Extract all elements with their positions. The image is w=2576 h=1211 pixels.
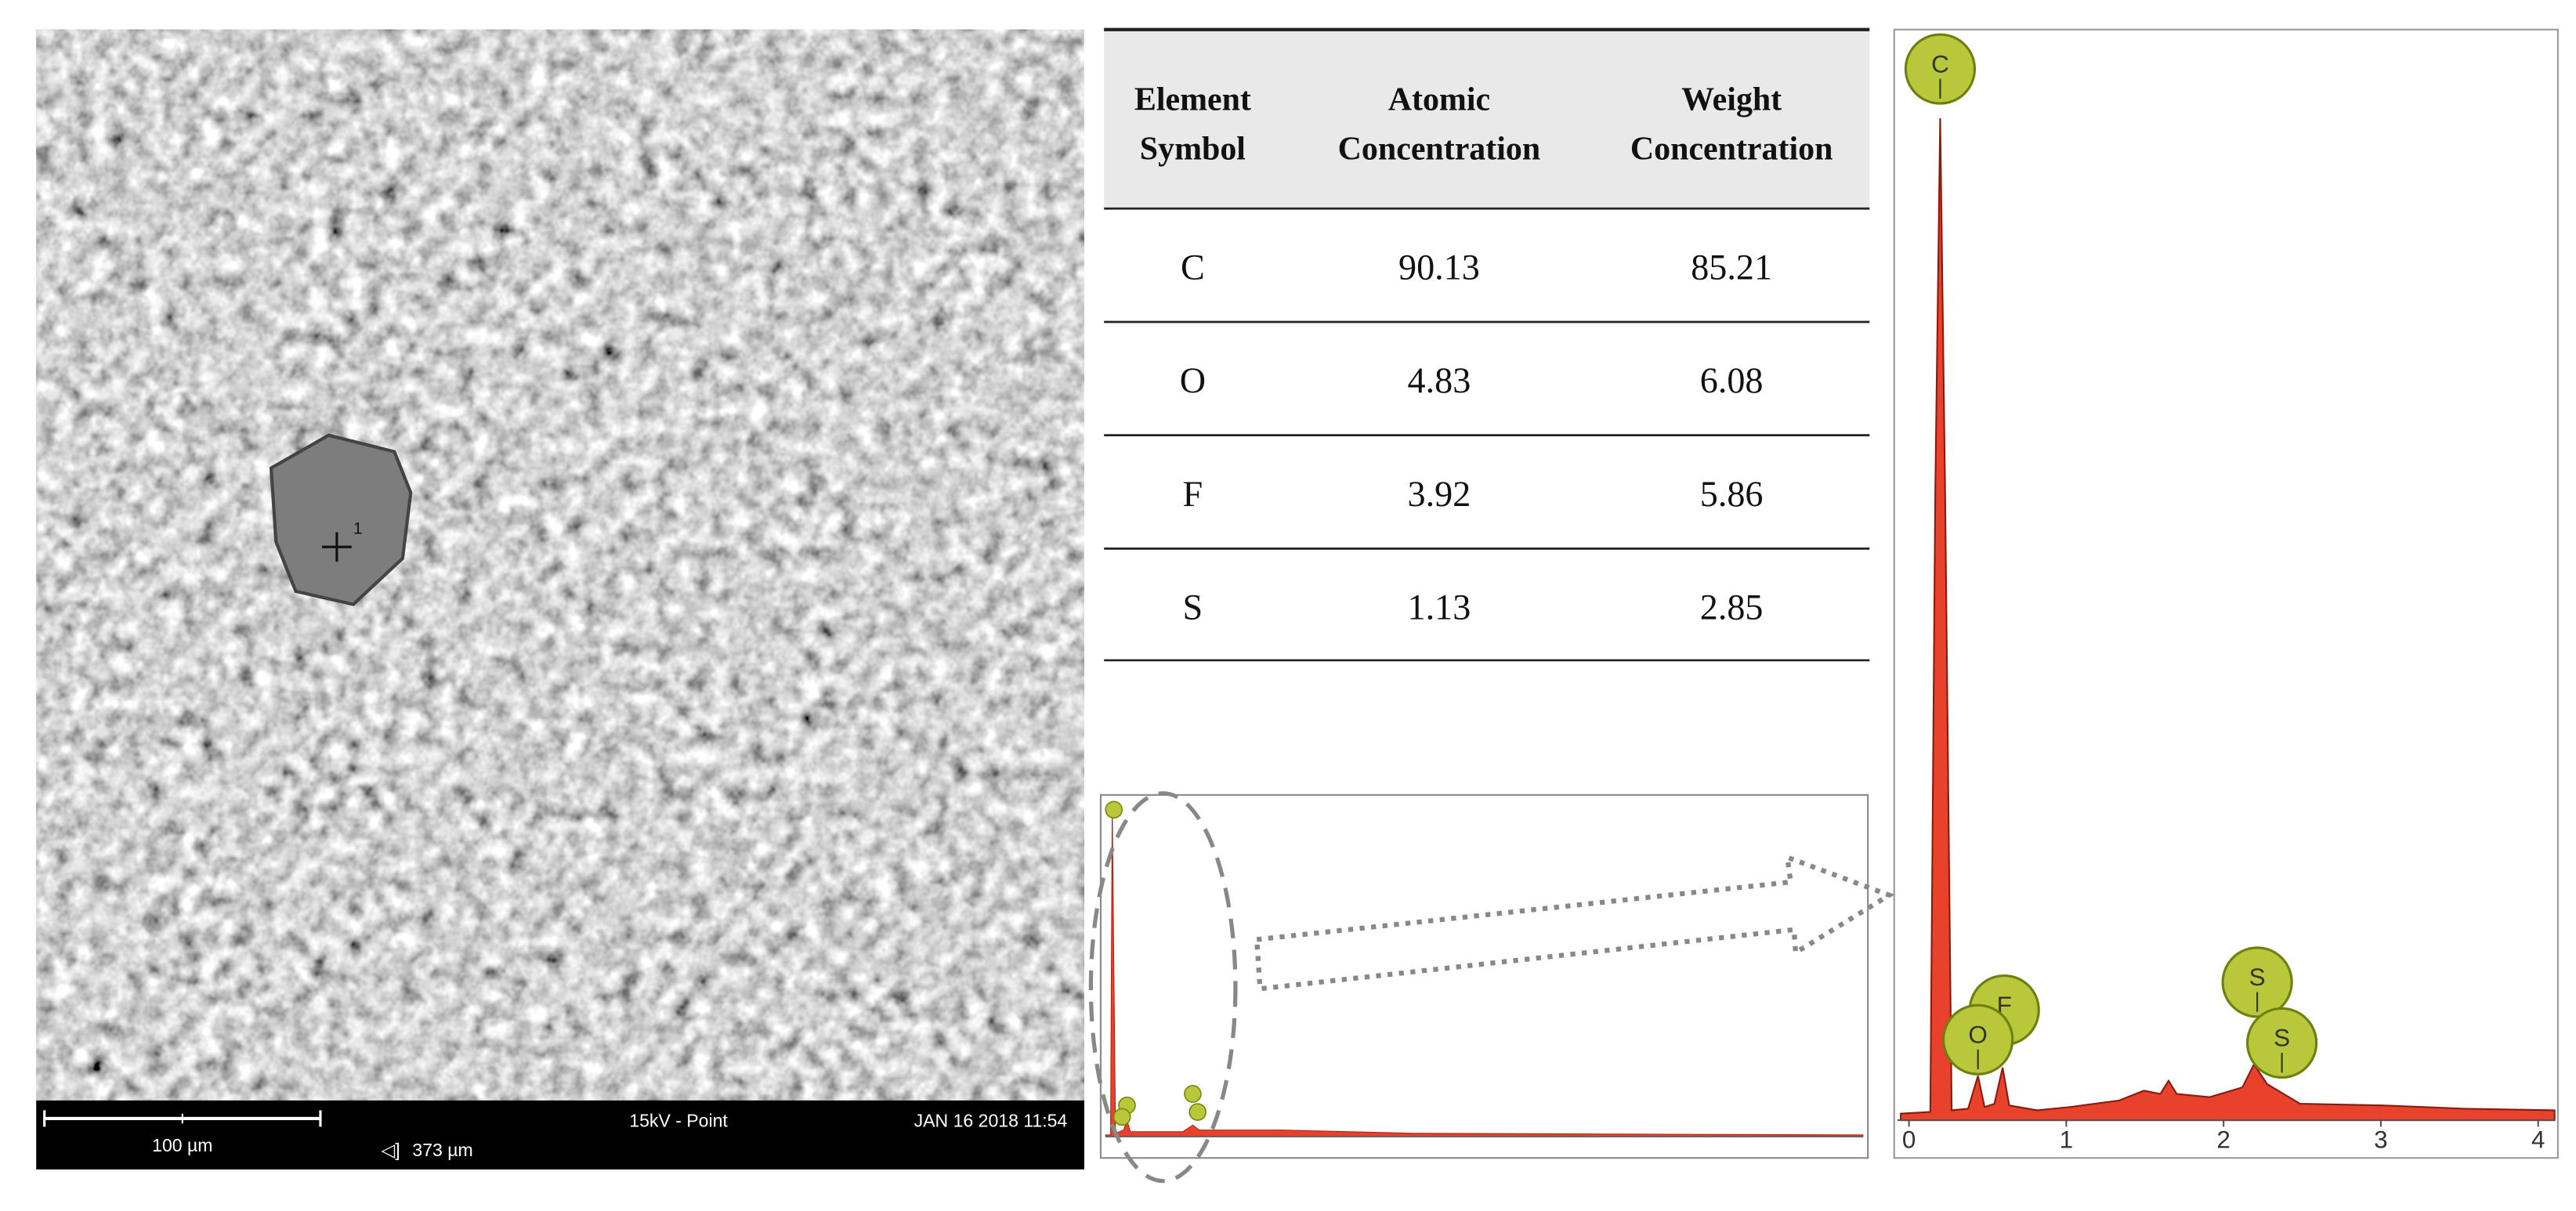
sem-particle [269, 433, 413, 606]
table: Element Symbol Atomic Concentration Weight Co… [1104, 27, 1870, 662]
table-cell: 4.83 [1408, 360, 1471, 400]
table-cell: 6.08 [1700, 360, 1764, 400]
sem-image: 1 100 µm ◁] 373 µm 15kV - Point JAN 16 2… [36, 29, 1084, 1169]
x-tick-label: 3 [2374, 1126, 2387, 1154]
header-cell: Concentration [1630, 131, 1833, 167]
small-badge [1113, 1108, 1131, 1126]
header-cell: Element [1134, 81, 1251, 117]
mode: 15kV - Point [629, 1110, 728, 1130]
table-cell: 5.86 [1700, 474, 1764, 514]
field-icon: ◁] [382, 1140, 400, 1160]
big-spectrum-curve [1900, 117, 2556, 1122]
x-tick-label: 1 [2060, 1126, 2073, 1154]
table-cell: 3.92 [1408, 474, 1471, 514]
header-cell: Concentration [1338, 131, 1541, 167]
x-tick-label: 4 [2531, 1126, 2545, 1154]
table-cell: 85.21 [1691, 247, 1772, 287]
field-width: 373 µm [412, 1140, 472, 1160]
table-cell: F [1183, 474, 1203, 514]
table-cell: O [1180, 360, 1206, 400]
small-frame [1099, 793, 1869, 1159]
peak-badge [2245, 1007, 2318, 1079]
peak-badge [2221, 946, 2293, 1018]
table-cell: 90.13 [1398, 247, 1480, 287]
small-badge [1105, 801, 1123, 819]
x-tick-label: 0 [1902, 1126, 1916, 1154]
small-badge [1189, 1103, 1207, 1121]
peak-badge [1942, 1003, 2014, 1075]
scale-bar-label: 100 µm [152, 1135, 212, 1155]
peak-label: S [2249, 963, 2266, 991]
header-cell: Atomic [1388, 81, 1490, 117]
header-cell: Weight [1681, 81, 1782, 117]
zoom-arrow [1254, 853, 1895, 992]
timestamp: JAN 16 2018 11:54 [914, 1110, 1068, 1130]
header-background [1104, 29, 1870, 209]
peak-badge [1904, 33, 1977, 105]
table-cell: 2.85 [1700, 587, 1764, 627]
small-spectrum [1088, 791, 1895, 1184]
header-cell: Symbol [1140, 131, 1246, 167]
small-badge [1184, 1085, 1202, 1103]
sem-texture [36, 29, 1084, 1101]
highlight-ellipse [1088, 791, 1238, 1184]
x-tick-label: 2 [2216, 1126, 2230, 1154]
peak-label: S [2274, 1025, 2290, 1052]
table-cell: 1.13 [1408, 587, 1471, 627]
point-marker: 1 [353, 519, 363, 537]
info-bar [36, 1100, 1084, 1169]
peak-label: C [1931, 50, 1949, 78]
table-cell: C [1181, 247, 1205, 287]
table-cell: S [1183, 587, 1203, 627]
peak-label: O [1968, 1021, 1987, 1048]
